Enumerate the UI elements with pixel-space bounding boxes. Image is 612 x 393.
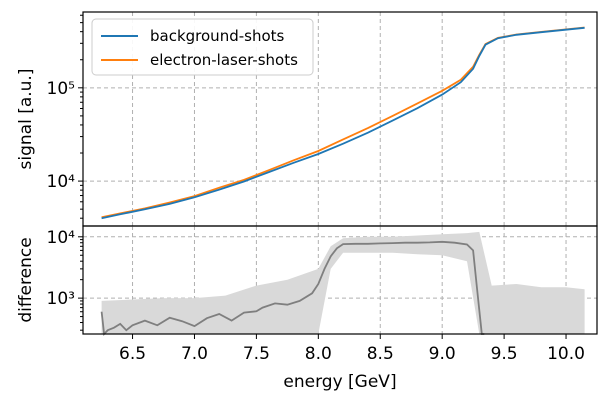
energy-x-tick-label: 9.0 (429, 344, 456, 364)
signal-y-ticks: 10⁴ 10⁵ (47, 14, 83, 219)
energy-x-tick-label: 7.0 (181, 344, 208, 364)
legend-label-electron-laser-shots: electron-laser-shots (150, 51, 298, 69)
energy-x-tick-label: 6.5 (119, 344, 146, 364)
signal-series (101, 26, 585, 220)
legend: background-shots electron-laser-shots (91, 18, 314, 76)
signal-y-axis-label: signal [a.u.] (16, 69, 36, 170)
legend-label-background-shots: background-shots (150, 27, 285, 45)
difference-series (100, 231, 585, 336)
difference-panel: 10³ 10⁴ 6.5 7.0 7.5 8.0 8.5 9.0 9.5 10.0 differe… (16, 225, 598, 392)
energy-x-tick-label: 8.5 (367, 344, 394, 364)
legend-box (91, 18, 314, 76)
difference-uncertainty-band (101, 231, 585, 334)
difference-y-ticks: 10³ 10⁴ (47, 228, 83, 331)
signal-y-tick-label: 10⁴ (47, 172, 76, 192)
signal-panel: 10⁴ 10⁵ signal [a.u.] background-shots el… (16, 11, 598, 227)
energy-x-axis-label: energy [GeV] (283, 372, 396, 392)
energy-x-tick-label: 8.0 (305, 344, 332, 364)
signal-y-tick-label: 10⁵ (47, 79, 75, 99)
energy-x-tick-label: 10.0 (547, 344, 585, 364)
signal-series-line-background-shots (101, 26, 585, 220)
energy-x-tick-label: 9.5 (491, 344, 518, 364)
energy-x-ticks: 6.5 7.0 7.5 8.0 8.5 9.0 9.5 10.0 (119, 334, 585, 364)
difference-line (100, 240, 485, 336)
difference-y-axis-label: difference (16, 237, 36, 322)
energy-x-tick-label: 7.5 (243, 344, 270, 364)
difference-y-tick-label: 10³ (47, 289, 75, 309)
difference-y-tick-label: 10⁴ (47, 228, 76, 248)
